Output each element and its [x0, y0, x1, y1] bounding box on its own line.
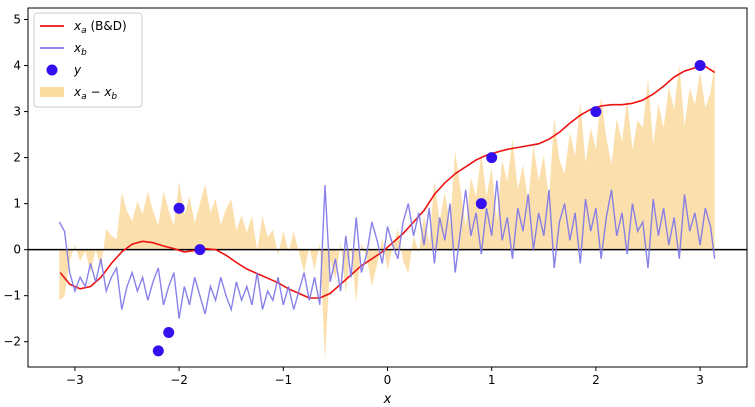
x-axis-ticks: −3 −2 −1 0 1 2 3 [66, 367, 704, 387]
x-tick-label: −2 [170, 373, 188, 387]
observation-point [486, 152, 498, 164]
y-tick-label: 2 [13, 151, 21, 165]
observation-point [173, 202, 185, 214]
observation-point [152, 345, 164, 357]
legend-label: y [73, 63, 82, 77]
observation-point [163, 327, 175, 338]
legend-label: xb [73, 41, 87, 58]
x-tick-label: 2 [592, 373, 600, 387]
series-xb-line [58, 180, 716, 319]
observation-point [590, 106, 602, 118]
y-tick-label: 4 [13, 59, 21, 73]
y-tick-label: 0 [13, 243, 21, 257]
y-tick-label: −2 [3, 335, 21, 349]
observation-point [194, 244, 206, 256]
difference-fill-path [59, 63, 715, 361]
legend-entry: xa (B&D) [40, 19, 127, 36]
legend-swatch [40, 87, 64, 97]
legend-label: xa − xb [73, 85, 117, 102]
y-tick-label: 5 [13, 13, 21, 27]
series-layer [58, 65, 716, 319]
legend-box [33, 12, 143, 108]
x-tick-label: −3 [66, 373, 84, 387]
difference-fill-area [59, 63, 715, 361]
x-axis-label: x [383, 392, 392, 407]
series-xa-line [59, 65, 716, 299]
x-tick-label: 0 [384, 373, 392, 387]
y-tick-label: 1 [13, 197, 21, 211]
x-tick-label: 1 [488, 373, 496, 387]
legend: xa (B&D) xb y xa − xb [33, 12, 143, 108]
observation-points [152, 60, 706, 357]
observation-point [475, 198, 487, 210]
legend-swatch [46, 64, 58, 76]
legend-entry: xa − xb [40, 85, 117, 102]
y-tick-label: 3 [13, 105, 21, 119]
y-tick-label: −1 [3, 289, 21, 303]
x-tick-label: −1 [274, 373, 292, 387]
legend-entry: y [46, 63, 82, 77]
y-axis-ticks: −2 −1 0 1 2 3 4 5 [3, 13, 28, 349]
legend-entry: xb [40, 41, 87, 58]
observation-point [694, 60, 706, 71]
x-tick-label: 3 [696, 373, 704, 387]
legend-label: xa (B&D) [73, 19, 127, 36]
